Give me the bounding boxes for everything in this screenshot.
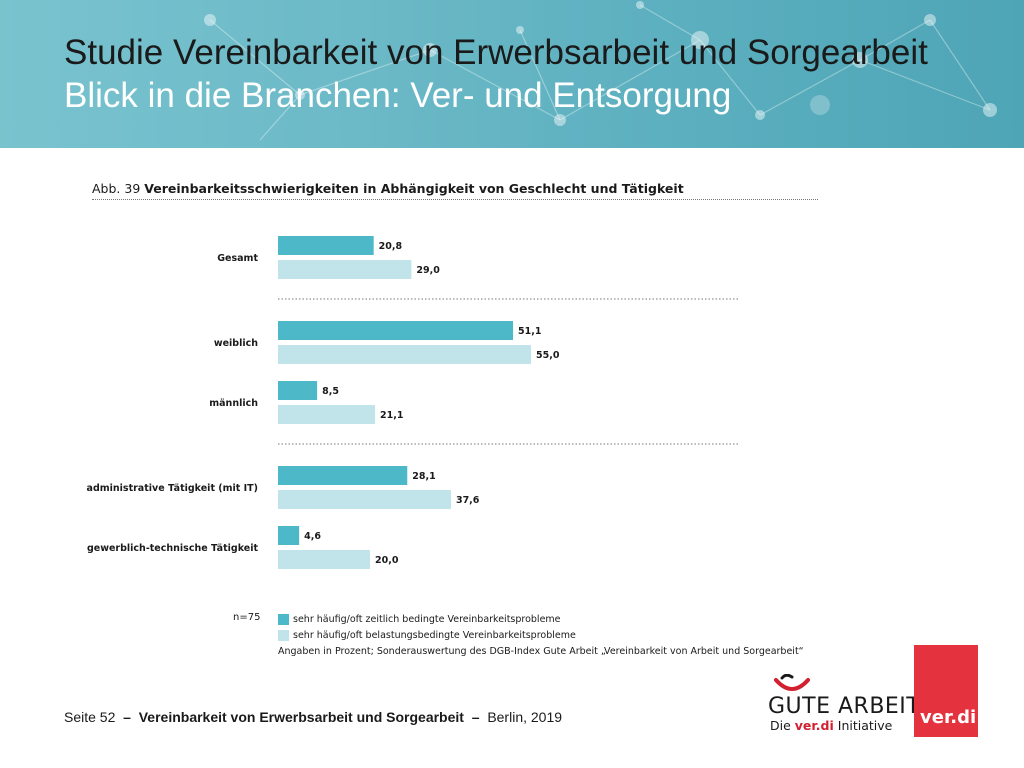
data-label: 51,1: [518, 326, 541, 337]
bar: [278, 466, 408, 485]
category-label: administrative Tätigkeit (mit IT): [87, 483, 258, 494]
category-label: weiblich: [214, 338, 258, 349]
footer-study: Vereinbarkeit von Erwerbsarbeit und Sorg…: [138, 709, 464, 725]
footer-separator-2: –: [471, 709, 480, 725]
bar-chart: Gesamt 20,8 29,0 weiblich 51,1 55,0 männlich 8,…: [87, 236, 738, 569]
data-label: 20,0: [375, 555, 399, 566]
bar: [278, 260, 412, 279]
gute-arbeit-smile-icon: [774, 674, 810, 691]
bar: [278, 490, 451, 509]
figure-number: Abb. 39: [92, 181, 141, 196]
gute-arbeit-logo: GUTE ARBEIT Die ver.di Initiative: [768, 674, 920, 734]
legend-swatch-load: [278, 629, 289, 641]
data-label: 28,1: [412, 471, 435, 482]
verdi-wordmark: ver.di: [920, 707, 977, 728]
data-label: 21,1: [380, 410, 403, 421]
footer-place-year: Berlin, 2019: [487, 709, 563, 725]
bar: [278, 381, 318, 400]
source-note: Angaben in Prozent; Sonderauswertung des…: [278, 646, 804, 657]
category-label: gewerblich-technische Tätigkeit: [87, 543, 258, 554]
slide-title: Studie Vereinbarkeit von Erwerbsarbeit u…: [64, 33, 928, 72]
chart-legend: sehr häufig/oft zeitlich bedingte Verein…: [278, 611, 576, 643]
footer: Seite 52 – Vereinbarkeit von Erwerbsarbe…: [64, 709, 562, 725]
gute-arbeit-tagline: Die ver.di Initiative: [770, 718, 892, 733]
figure-title: Vereinbarkeitsschwierigkeiten in Abhängi…: [144, 181, 684, 196]
bar: [278, 236, 374, 255]
tagline-suffix: Initiative: [837, 718, 893, 733]
tagline-brand: ver.di: [794, 718, 834, 733]
bar: [278, 405, 376, 424]
footer-page: Seite 52: [64, 709, 116, 725]
data-label: 55,0: [536, 350, 560, 361]
data-label: 4,6: [304, 531, 321, 542]
tagline-prefix: Die: [770, 718, 791, 733]
legend-item-time: sehr häufig/oft zeitlich bedingte Verein…: [278, 611, 576, 627]
bar: [278, 345, 531, 364]
slide-subtitle: Blick in die Branchen: Ver- und Entsorgu…: [64, 76, 732, 115]
header-banner: Studie Vereinbarkeit von Erwerbsarbeit u…: [0, 0, 1024, 148]
data-label: 8,5: [322, 386, 339, 397]
data-label: 37,6: [456, 495, 480, 506]
figure-heading: Abb. 39 Vereinbarkeitsschwierigkeiten in …: [92, 181, 684, 196]
bar: [278, 550, 370, 569]
legend-item-load: sehr häufig/oft belastungsbedingte Verei…: [278, 627, 576, 643]
gute-arbeit-wordmark: GUTE ARBEIT: [768, 694, 921, 719]
legend-label-time: sehr häufig/oft zeitlich bedingte Verein…: [293, 613, 561, 625]
sample-size: n=75: [233, 612, 261, 623]
legend-label-load: sehr häufig/oft belastungsbedingte Verei…: [293, 629, 576, 641]
verdi-logo: ver.di: [914, 645, 978, 737]
legend-swatch-time: [278, 613, 289, 625]
category-label: Gesamt: [217, 253, 258, 264]
figure-title-divider: [92, 199, 818, 200]
category-label: männlich: [209, 398, 258, 409]
footer-separator-1: –: [123, 709, 131, 725]
bar: [278, 526, 300, 545]
data-label: 29,0: [416, 265, 440, 276]
data-label: 20,8: [379, 241, 403, 252]
network-pattern: [204, 1, 997, 141]
bar: [278, 321, 514, 340]
